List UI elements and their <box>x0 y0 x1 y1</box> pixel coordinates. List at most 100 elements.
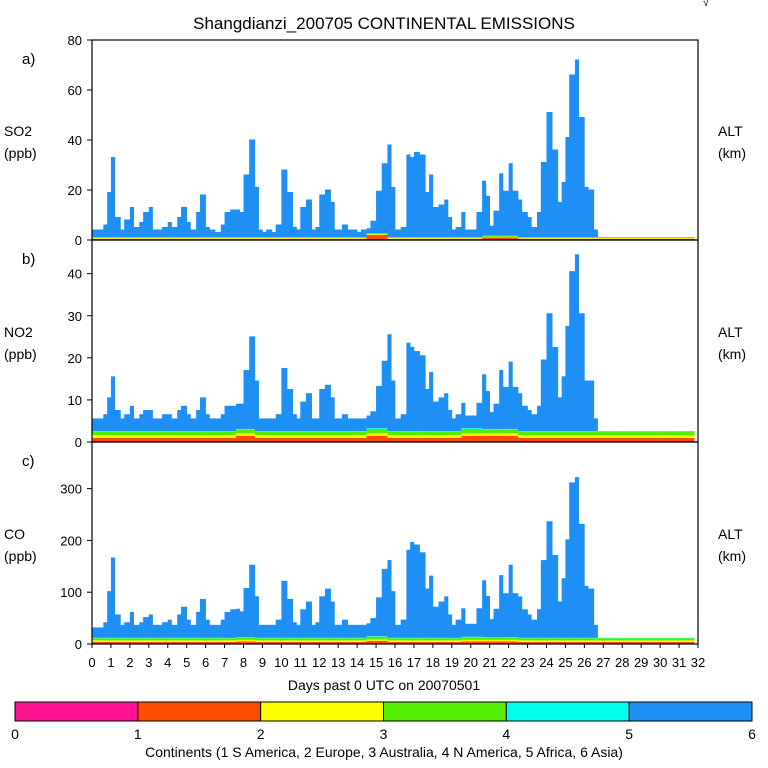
bar-asia-95 <box>540 560 547 638</box>
bar-australia-46 <box>311 640 316 642</box>
bar-europe-116 <box>641 641 646 644</box>
bar-africa-53 <box>341 637 348 639</box>
bar-n-america-76 <box>451 638 456 641</box>
bar-europe-57 <box>360 238 367 240</box>
bar-australia-124 <box>679 435 684 438</box>
bar-europe-2 <box>103 437 108 442</box>
bar-asia-91 <box>521 405 528 432</box>
bar-n-america-8 <box>129 431 134 436</box>
bar-africa-104 <box>584 637 589 639</box>
bar-europe-0 <box>92 238 98 240</box>
bar-europe-37 <box>266 437 273 442</box>
bar-asia-9 <box>133 624 140 638</box>
bar-australia-51 <box>334 238 339 239</box>
bar-asia-51 <box>334 418 339 432</box>
bar-asia-24 <box>205 227 210 237</box>
bar-asia-17 <box>171 227 178 237</box>
bar-n-america-94 <box>537 431 542 436</box>
bar-n-america-92 <box>527 431 532 436</box>
bar-australia-54 <box>347 640 352 642</box>
bar-australia-72 <box>432 640 439 642</box>
bar-australia-27 <box>220 238 225 239</box>
bar-europe-25 <box>209 641 216 644</box>
bar-africa-62 <box>387 637 392 639</box>
panel-label: b) <box>22 251 35 268</box>
y-unit: (ppb) <box>4 548 37 564</box>
bar-asia-97 <box>552 554 559 638</box>
bar-europe-89 <box>512 435 519 442</box>
bar-n-america-80 <box>470 637 477 640</box>
bar-africa-108 <box>603 431 608 432</box>
bar-australia-35 <box>258 435 263 438</box>
bar-asia-62 <box>387 144 392 237</box>
bar-africa-95 <box>540 637 547 639</box>
bar-asia-20 <box>186 222 191 237</box>
bar-europe-97 <box>552 641 559 644</box>
bar-australia-49 <box>324 640 331 642</box>
bar-n-america-111 <box>616 638 623 641</box>
bar-asia-65 <box>400 227 407 237</box>
bar-asia-90 <box>518 199 523 237</box>
x-tick-label: 25 <box>558 655 572 670</box>
bar-asia-30 <box>235 403 241 429</box>
bar-australia-77 <box>455 238 462 239</box>
bar-europe-45 <box>305 641 312 644</box>
bar-africa-77 <box>455 431 462 432</box>
bar-australia-55 <box>351 238 358 239</box>
bar-europe-74 <box>444 641 449 644</box>
bar-asia-88 <box>508 564 513 638</box>
y-tick-label: 30 <box>68 309 82 324</box>
bar-europe-94 <box>537 641 542 644</box>
bar-n-america-64 <box>395 431 401 436</box>
bar-europe-124 <box>679 437 684 442</box>
bar-europe-54 <box>347 641 352 644</box>
y-unit: (ppb) <box>4 145 37 161</box>
bar-australia-29 <box>230 435 237 438</box>
bar-asia-67 <box>410 541 415 638</box>
bar-asia-97 <box>552 346 559 432</box>
bar-n-america-60 <box>376 428 383 434</box>
bar-australia-126 <box>688 640 695 642</box>
bar-australia-122 <box>669 238 674 239</box>
bar-n-america-65 <box>400 431 407 436</box>
bar-europe-36 <box>262 238 267 240</box>
bar-europe-102 <box>574 437 579 442</box>
bar-n-america-119 <box>654 638 661 641</box>
bar-n-america-13 <box>152 237 159 238</box>
bar-asia-18 <box>177 614 182 638</box>
bar-australia-103 <box>578 640 585 642</box>
bar-australia-26 <box>215 238 222 239</box>
bar-africa-64 <box>395 431 401 432</box>
bar-europe-66 <box>406 641 411 644</box>
x-tick-label: 15 <box>369 655 383 670</box>
bar-australia-59 <box>370 639 377 641</box>
bar-asia-37 <box>266 624 273 638</box>
bar-n-america-2 <box>103 431 108 436</box>
bar-asia-83 <box>485 195 490 236</box>
bar-africa-113 <box>627 431 634 432</box>
bar-asia-70 <box>425 588 430 638</box>
bar-australia-56 <box>357 640 362 642</box>
bar-australia-68 <box>413 238 420 239</box>
bar-europe-16 <box>167 641 172 644</box>
bar-australia-51 <box>334 640 339 642</box>
bar-europe-32 <box>243 435 250 442</box>
bar-n-america-79 <box>465 428 472 434</box>
bar-europe-87 <box>502 641 509 644</box>
bar-asia-2 <box>103 224 108 237</box>
bar-asia-73 <box>438 397 445 432</box>
bar-europe-117 <box>644 437 651 442</box>
bar-australia-55 <box>351 435 358 438</box>
bar-n-america-114 <box>633 638 638 641</box>
bar-australia-76 <box>451 640 456 642</box>
bar-asia-81 <box>476 212 483 237</box>
bar-africa-47 <box>315 431 320 432</box>
bar-africa-52 <box>338 637 343 639</box>
bar-africa-90 <box>518 637 523 639</box>
bar-n-america-125 <box>682 431 689 436</box>
bar-australia-49 <box>324 238 331 239</box>
bar-europe-71 <box>429 641 434 644</box>
bar-africa-38 <box>271 431 276 432</box>
bar-n-america-22 <box>196 638 201 641</box>
